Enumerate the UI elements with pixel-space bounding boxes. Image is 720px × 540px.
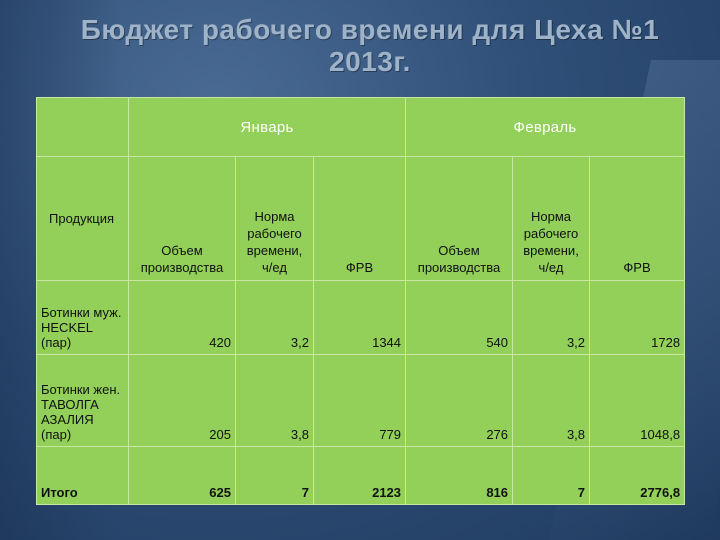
total-label: Итого: [36, 446, 129, 505]
page-title: Бюджет рабочего времени для Цеха №1 2013…: [60, 14, 680, 78]
header-jan-frv: ФРВ: [312, 156, 407, 281]
norm-line-2: рабочего: [247, 226, 302, 241]
header-feb-volume: Объем производства: [405, 156, 514, 281]
product-line: ТАВОЛГА: [41, 397, 99, 412]
header-february: Февраль: [405, 97, 686, 157]
header-empty-cell: [36, 97, 129, 157]
jan-norm-cell: 3,2: [235, 280, 314, 355]
product-line: (пар): [41, 427, 72, 442]
norm-line-1: Норма: [254, 209, 295, 224]
header-jan-volume: Объем производства: [128, 156, 236, 281]
jan-frv-cell: 779: [312, 354, 407, 447]
header-product: Продукция: [36, 156, 129, 281]
jan-norm-cell: 3,8: [235, 354, 314, 447]
product-cell: Ботинки жен. ТАВОЛГА АЗАЛИЯ (пар): [36, 354, 129, 447]
norm-line-4: ч/ед: [262, 260, 287, 275]
norm-line-3: времени,: [246, 243, 303, 258]
table-row: Ботинки жен. ТАВОЛГА АЗАЛИЯ (пар) 205 3,…: [36, 354, 686, 447]
total-feb-volume: 816: [405, 446, 514, 505]
jan-frv-cell: 1344: [312, 280, 407, 355]
header-feb-frv: ФРВ: [589, 156, 686, 281]
jan-volume-cell: 420: [128, 280, 236, 355]
jan-volume-cell: 205: [128, 354, 236, 447]
total-jan-volume: 625: [128, 446, 236, 505]
header-column-row: Продукция Объем производства Норма рабоч…: [36, 156, 686, 281]
table-row: Ботинки муж. HECKEL (пар) 420 3,2 1344 5…: [36, 280, 686, 355]
total-jan-frv: 2123: [312, 446, 407, 505]
product-cell: Ботинки муж. HECKEL (пар): [36, 280, 129, 355]
product-line: АЗАЛИЯ: [41, 412, 94, 427]
title-line-1: Бюджет рабочего времени для Цеха №1: [80, 14, 660, 45]
header-january: Январь: [127, 97, 407, 157]
feb-frv-cell: 1728: [589, 280, 686, 355]
title-line-2: 2013г.: [329, 46, 411, 77]
product-line: Ботинки муж.: [41, 305, 122, 320]
budget-table: Январь Февраль Продукция Объем производс…: [36, 97, 686, 505]
feb-norm-cell: 3,8: [512, 354, 591, 447]
header-jan-norm: Норма рабочего времени, ч/ед: [235, 156, 314, 281]
total-feb-norm: 7: [512, 446, 591, 505]
total-row: Итого 625 7 2123 816 7 2776,8: [36, 446, 686, 505]
feb-frv-cell: 1048,8: [589, 354, 686, 447]
product-line: Ботинки жен.: [41, 382, 121, 397]
norm-line-3: времени,: [523, 243, 579, 258]
norm-line-4: ч/ед: [538, 260, 564, 275]
total-feb-frv: 2776,8: [589, 446, 686, 505]
feb-volume-cell: 540: [405, 280, 514, 355]
feb-norm-cell: 3,2: [512, 280, 591, 355]
product-line: HECKEL: [41, 320, 94, 335]
feb-volume-cell: 276: [405, 354, 514, 447]
header-month-row: Январь Февраль: [36, 97, 686, 157]
header-feb-norm: Норма рабочего времени, ч/ед: [512, 156, 591, 281]
product-line: (пар): [41, 335, 72, 350]
norm-line-2: рабочего: [523, 226, 579, 241]
norm-line-1: Норма: [531, 209, 572, 224]
total-jan-norm: 7: [235, 446, 314, 505]
